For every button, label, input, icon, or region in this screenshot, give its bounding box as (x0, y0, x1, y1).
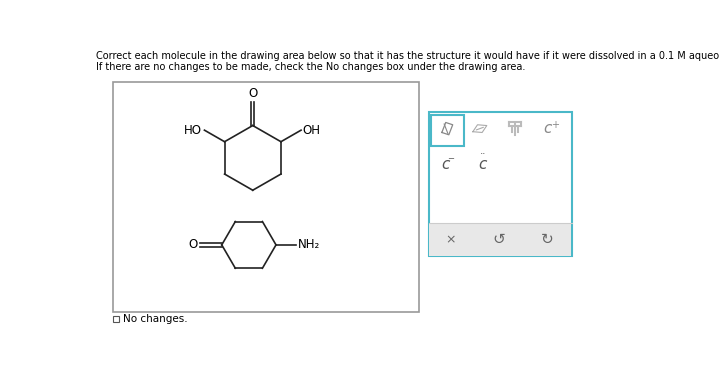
Bar (429, 223, 571, 256)
Text: +: + (551, 120, 559, 130)
Text: OH: OH (302, 124, 320, 137)
Text: No changes.: No changes. (122, 314, 187, 324)
Text: HO: HO (184, 124, 202, 137)
Text: NH₂: NH₂ (297, 238, 320, 251)
Bar (431, 115, 464, 146)
Text: c: c (441, 157, 450, 172)
Text: Correct each molecule in the drawing area below so that it has the structure it : Correct each molecule in the drawing are… (96, 51, 720, 61)
Text: ↻: ↻ (541, 232, 554, 247)
Text: c: c (543, 121, 552, 136)
Text: O: O (248, 87, 257, 100)
Text: ¨: ¨ (480, 153, 485, 163)
Text: O: O (189, 238, 198, 251)
Bar (113, 316, 120, 322)
Text: If there are no changes to be made, check the No changes box under the drawing a: If there are no changes to be made, chec… (96, 61, 526, 72)
Text: c: c (479, 157, 487, 172)
Text: ↺: ↺ (492, 232, 505, 247)
Text: ×: × (445, 233, 456, 246)
Bar (428, 112, 572, 257)
Bar (113, 82, 419, 312)
FancyArrowPatch shape (476, 127, 483, 130)
Text: −: − (447, 154, 454, 163)
